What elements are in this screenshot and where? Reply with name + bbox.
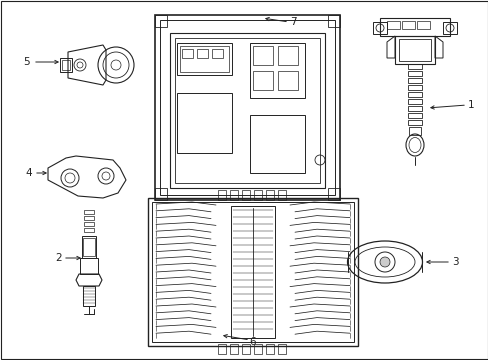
Bar — [175, 38, 319, 183]
Bar — [407, 113, 421, 118]
Text: 7: 7 — [289, 17, 296, 27]
Bar — [252, 71, 272, 90]
Bar — [407, 120, 421, 125]
Text: 6: 6 — [249, 337, 256, 347]
Bar — [372, 22, 386, 34]
Bar — [84, 210, 94, 214]
Bar — [265, 344, 273, 354]
Bar — [229, 190, 238, 200]
Bar — [408, 127, 420, 135]
Bar — [407, 92, 421, 97]
Bar — [177, 93, 231, 153]
Bar — [155, 188, 167, 200]
Text: 5: 5 — [23, 57, 30, 67]
Bar — [278, 344, 285, 354]
Bar — [218, 190, 225, 200]
Bar — [242, 190, 249, 200]
Bar — [386, 21, 399, 29]
Text: 1: 1 — [467, 100, 474, 110]
Bar — [152, 202, 353, 342]
Bar — [253, 190, 262, 200]
Bar — [278, 190, 285, 200]
Bar — [83, 238, 95, 256]
Bar — [170, 33, 325, 188]
Bar — [62, 60, 70, 70]
Bar — [197, 49, 207, 58]
Text: 3: 3 — [451, 257, 458, 267]
Text: 2: 2 — [55, 253, 62, 263]
Bar — [148, 198, 357, 346]
Bar — [182, 49, 193, 58]
Bar — [394, 36, 434, 64]
Bar — [160, 20, 334, 195]
Bar — [327, 188, 339, 200]
Bar — [177, 43, 231, 75]
Bar — [252, 46, 272, 65]
Bar — [212, 49, 223, 58]
Bar — [327, 15, 339, 27]
Circle shape — [379, 257, 389, 267]
Text: 4: 4 — [25, 168, 32, 178]
Bar — [84, 216, 94, 220]
Bar — [416, 21, 429, 29]
Bar — [155, 15, 167, 27]
Bar — [60, 58, 72, 72]
Bar — [398, 39, 430, 61]
Bar — [407, 99, 421, 104]
Bar — [155, 15, 339, 200]
Bar — [80, 258, 98, 274]
Bar — [218, 344, 225, 354]
Bar — [407, 78, 421, 83]
Bar — [82, 236, 96, 258]
Bar — [249, 115, 305, 173]
Bar — [407, 64, 421, 69]
Bar — [278, 46, 297, 65]
Bar — [180, 46, 228, 72]
Bar — [242, 344, 249, 354]
Bar — [249, 43, 305, 98]
Bar — [265, 190, 273, 200]
Bar — [278, 71, 297, 90]
Bar — [84, 228, 94, 232]
Bar — [230, 206, 274, 338]
Bar — [401, 21, 414, 29]
Bar — [83, 286, 95, 306]
Bar — [84, 222, 94, 226]
Bar — [229, 344, 238, 354]
Bar — [407, 106, 421, 111]
Bar — [407, 71, 421, 76]
Bar — [407, 85, 421, 90]
Bar — [253, 344, 262, 354]
Bar — [442, 22, 456, 34]
Bar — [379, 18, 449, 36]
